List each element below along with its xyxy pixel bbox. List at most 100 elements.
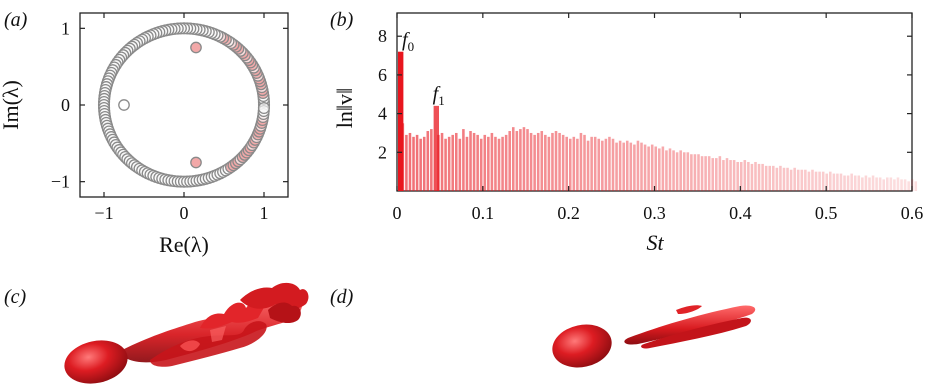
spectrum-bar — [629, 142, 633, 191]
spectrum-bar — [601, 140, 604, 191]
spectrum-bar — [590, 136, 593, 191]
eigenvalue-point — [118, 99, 130, 111]
spectrum-bar — [665, 150, 668, 191]
mode-streak — [641, 317, 751, 349]
spectrum-bar — [444, 138, 447, 191]
y-tick-label: 1 — [61, 18, 70, 38]
spectrum-bar — [640, 142, 643, 191]
spectrum-bar — [604, 138, 608, 191]
spectrum-annotation: f0 — [402, 29, 414, 54]
spectrum-bar — [850, 173, 853, 191]
eigenvalue-axis-ticks: −1 0 1 −1 0 1 — [51, 13, 288, 223]
spectrum-bar — [732, 160, 736, 191]
spectrum-bar — [857, 175, 861, 191]
eigenvalue-ylabel: Im(λ) — [0, 80, 23, 130]
spectrum-bar — [405, 134, 408, 191]
spectrum-bar — [675, 152, 679, 191]
spectrum-bar — [529, 132, 533, 191]
spectrum-bar — [825, 173, 829, 191]
spectrum-bar — [761, 163, 764, 191]
spectrum-bar — [522, 127, 526, 191]
spectrum-bar — [536, 132, 540, 191]
spectrum-bar — [836, 173, 839, 191]
spectrum-bar — [579, 132, 583, 191]
spectrum-bar — [789, 169, 793, 191]
wake-filament — [180, 340, 200, 352]
spectrum-bar — [800, 169, 804, 191]
x-tick-label: 0 — [393, 203, 402, 223]
mode-streak — [676, 305, 702, 314]
spectrum-bar — [679, 150, 682, 191]
spectrum-bar — [747, 161, 750, 191]
spectrum-ylabel: ln‖v‖ — [332, 88, 357, 128]
spectrum-bar — [483, 134, 487, 191]
spectrum-bar — [886, 177, 889, 191]
wake-isosurface-render — [64, 282, 309, 384]
spectrum-bar — [479, 138, 483, 191]
spectrum-bar — [544, 134, 547, 191]
spectrum-bar — [914, 181, 918, 191]
spectrum-bar — [415, 134, 419, 191]
spectrum-bar — [750, 163, 754, 191]
spectrum-bar — [811, 169, 814, 191]
spectrum-bar — [889, 177, 893, 191]
spectrum-bar — [647, 146, 650, 191]
panel-label-d: (d) — [330, 286, 354, 308]
y-tick-label: 4 — [378, 104, 387, 124]
spectrum-bar — [861, 177, 864, 191]
spectrum-bar — [625, 140, 629, 191]
spectrum-bar — [832, 173, 836, 191]
spectrum-bar — [739, 161, 743, 191]
spectrum-bar — [772, 165, 775, 191]
spectrum-bar — [779, 165, 782, 191]
spectrum-bar — [907, 181, 910, 191]
spectrum-bar — [561, 134, 565, 191]
spectrum-bar — [437, 134, 440, 191]
spectrum-bar — [433, 105, 440, 191]
spectrum-bar — [451, 134, 454, 191]
x-tick-label: 0.1 — [472, 203, 495, 223]
spectrum-bar — [540, 131, 544, 191]
spectrum-bar — [515, 131, 519, 191]
spectrum-bar — [654, 146, 658, 191]
spectrum-bar — [786, 167, 789, 191]
x-tick-label: 0.3 — [643, 203, 666, 223]
wake-filament — [210, 326, 226, 342]
wake-filament — [240, 282, 309, 310]
spectrum-bar — [472, 132, 476, 191]
spectrum-bar — [878, 177, 882, 191]
spectrum-bar — [551, 132, 554, 191]
y-tick-label: 0 — [61, 95, 70, 115]
spectrum-bar — [793, 167, 796, 191]
eigenvalue-xlabel: Re(λ) — [159, 232, 209, 257]
spectrum-bar — [636, 140, 640, 191]
spectrum-bar — [829, 171, 832, 191]
spectrum-bar — [796, 169, 800, 191]
spectrum-bar — [412, 136, 415, 191]
spectrum-bar — [462, 129, 465, 191]
spectrum-bar — [597, 138, 601, 191]
spectrum-bar — [586, 140, 590, 191]
spectrum-bar — [622, 142, 625, 191]
spectrum-bar — [422, 136, 426, 191]
spectrum-bar — [754, 161, 757, 191]
eigenvalue-point — [190, 156, 202, 169]
spectrum-bar — [843, 175, 846, 191]
spectrum-bar — [401, 123, 405, 191]
spectrum-bar — [398, 51, 404, 192]
spectrum-bar — [519, 129, 522, 191]
spectrum-bar — [743, 160, 747, 191]
spectrum-bar — [583, 134, 586, 191]
spectrum-annotation: f1 — [433, 83, 445, 108]
spectrum-bar — [615, 142, 618, 191]
y-tick-label: 8 — [378, 26, 387, 46]
spectrum-bar — [408, 132, 412, 191]
spectrum-bar — [668, 148, 672, 191]
spectrum-bar — [693, 154, 697, 191]
spectrum-bar — [722, 160, 725, 191]
spectrum-bar — [633, 144, 636, 191]
spectrum-bar — [568, 138, 572, 191]
spectrum-annotations: f0 f1 — [402, 29, 445, 108]
spectrum-bar — [526, 129, 529, 191]
spectrum-bar — [672, 150, 675, 191]
